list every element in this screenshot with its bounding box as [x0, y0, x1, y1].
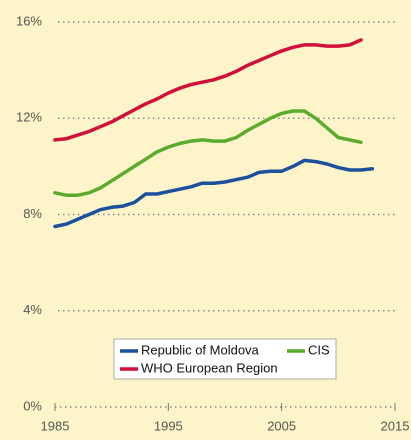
y-tick-label: 16%: [16, 13, 42, 28]
x-tick-label: 2005: [267, 418, 296, 433]
series-line: [53, 38, 363, 142]
legend-label: Republic of Moldova: [141, 342, 260, 357]
legend-box: [113, 338, 337, 380]
series-line: [53, 109, 363, 197]
y-tick-label: 12%: [16, 110, 42, 125]
y-tick-label: 0%: [23, 398, 42, 413]
legend-label: WHO European Region: [141, 360, 278, 375]
x-tick-label: 2015: [381, 418, 410, 433]
y-tick-label: 4%: [23, 302, 42, 317]
x-tick-label: 1995: [154, 418, 183, 433]
series-line: [53, 158, 375, 229]
legend-label: CIS: [308, 342, 330, 357]
legend: Republic of Moldova CIS WHO European Regio…: [113, 338, 337, 380]
x-tick-label: 1985: [41, 418, 70, 433]
y-tick-label: 8%: [23, 206, 42, 221]
